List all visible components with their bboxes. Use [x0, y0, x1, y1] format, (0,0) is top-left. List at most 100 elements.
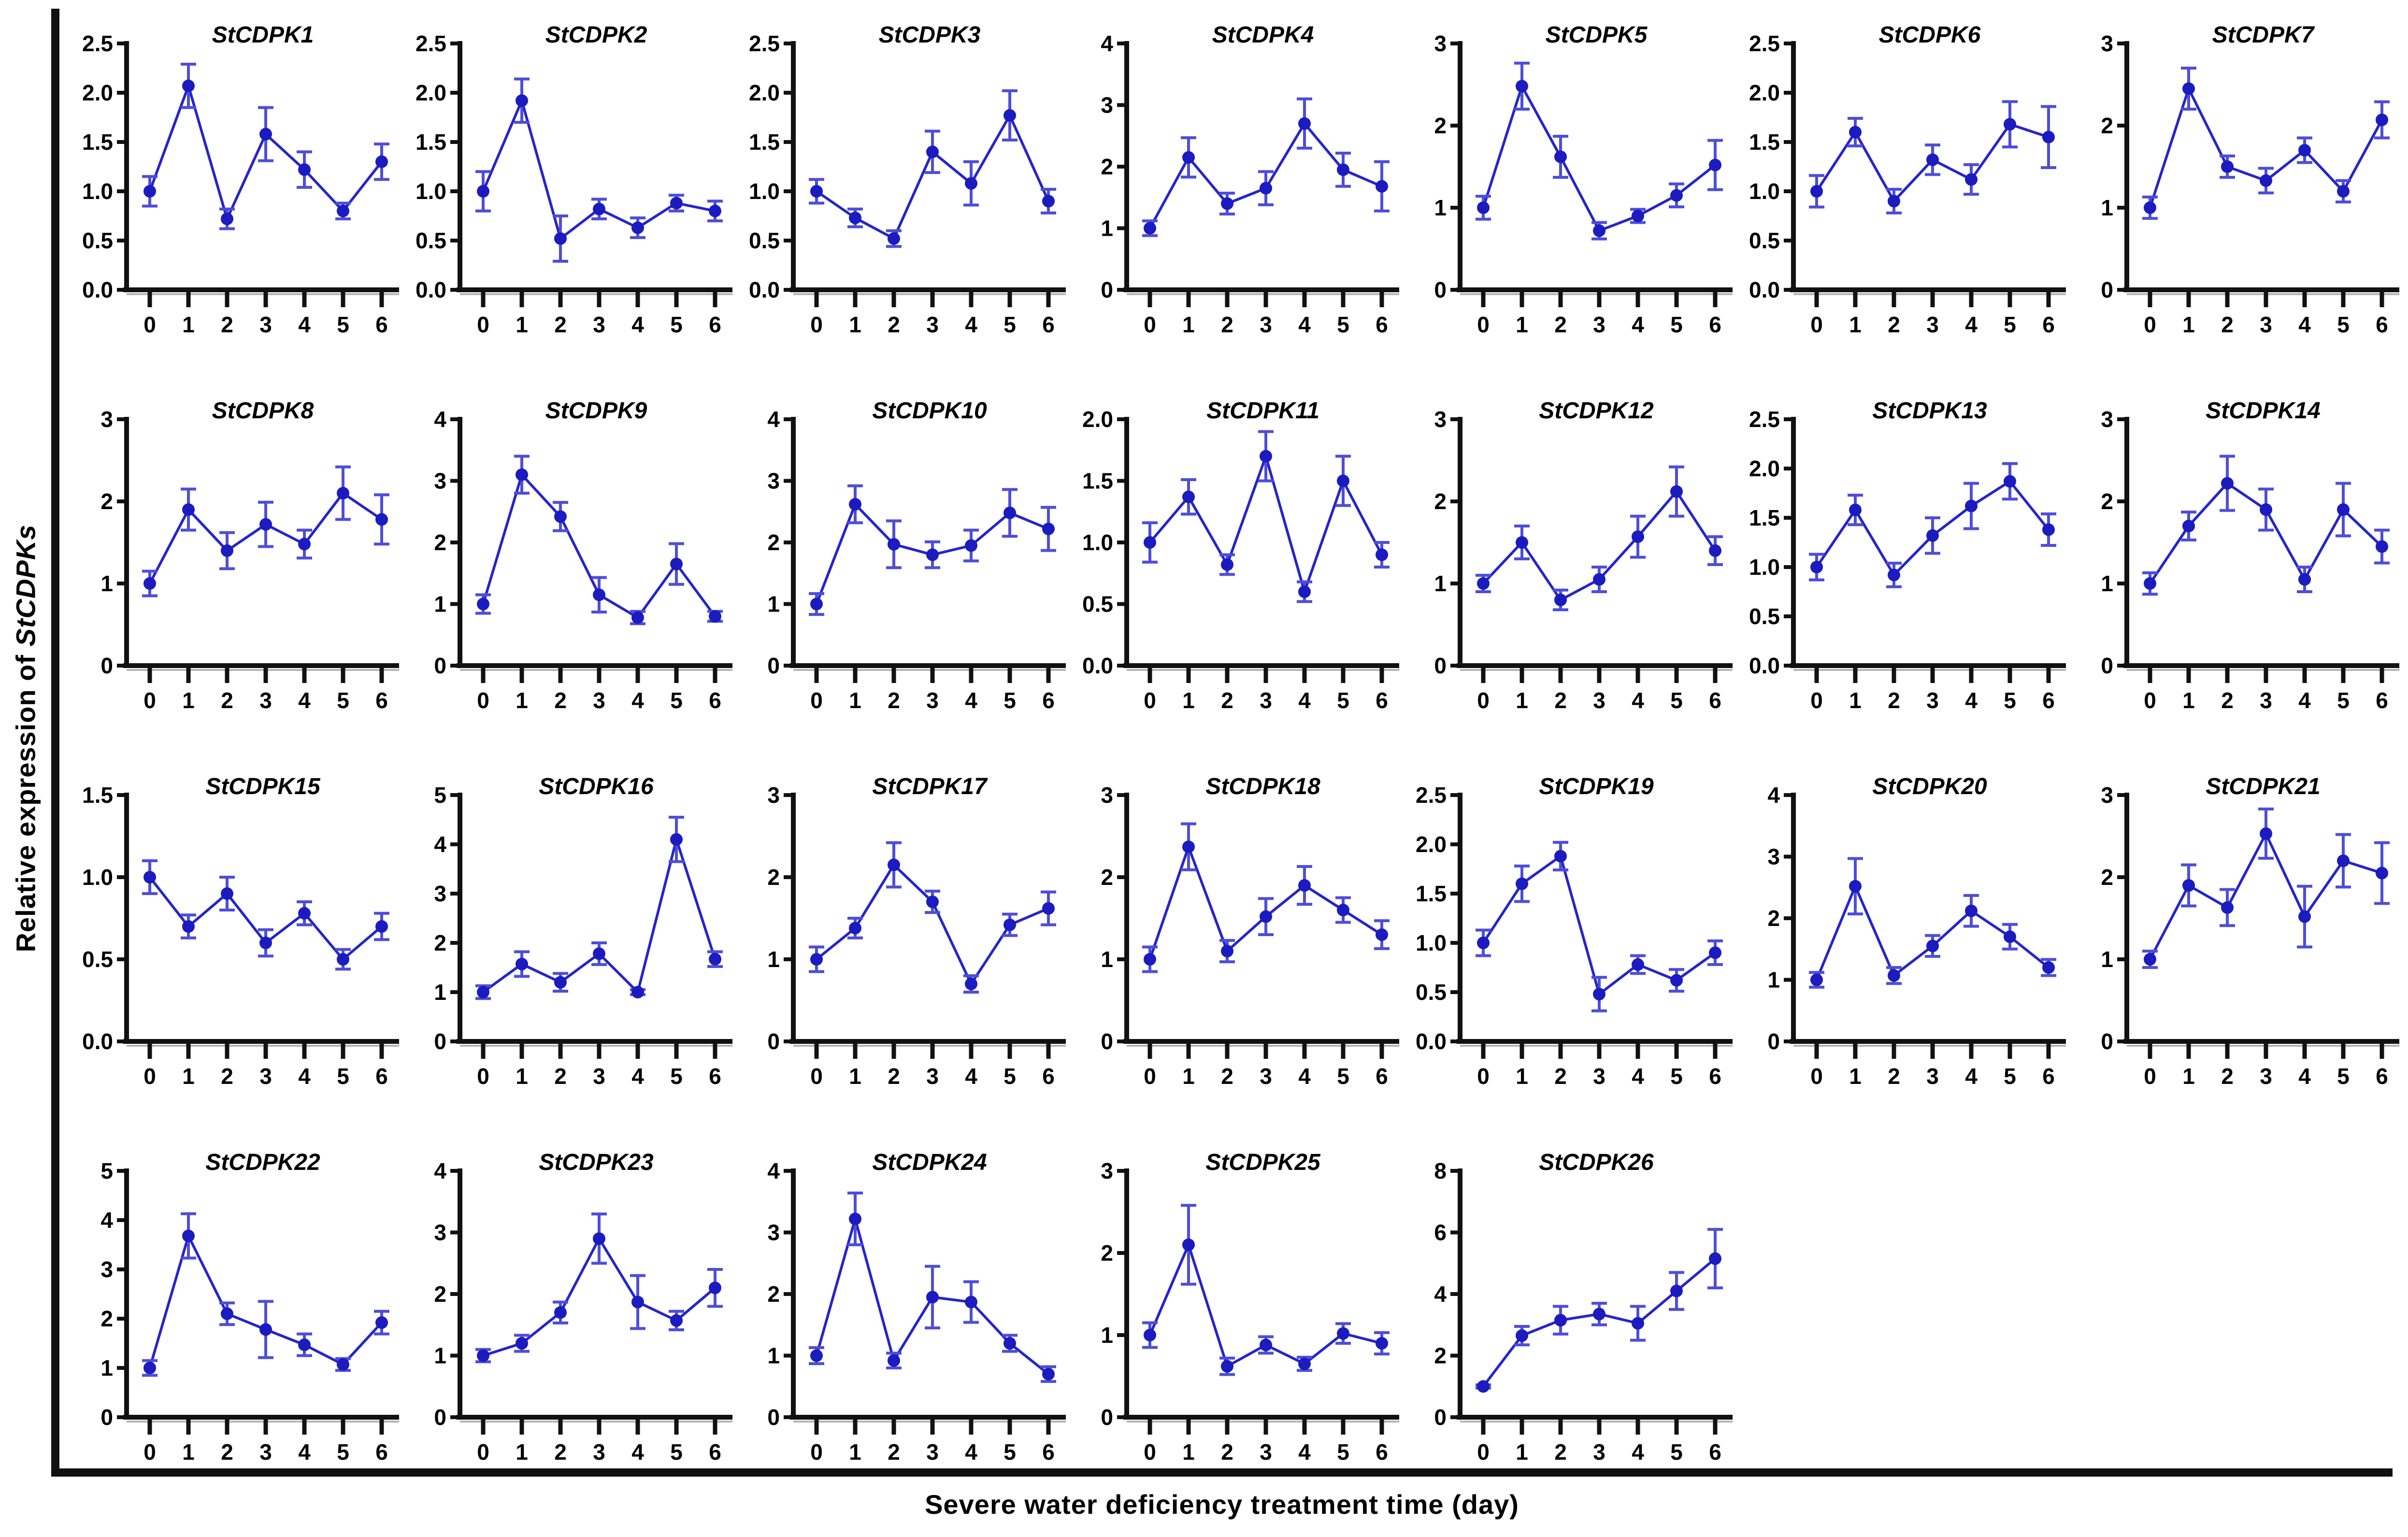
y-tick-label: 0 — [100, 1405, 113, 1430]
x-tick-label: 2 — [221, 1064, 233, 1089]
x-tick-label: 4 — [298, 1439, 311, 1465]
x-tick-label: 1 — [849, 1064, 861, 1089]
data-point — [143, 577, 156, 590]
x-tick-label: 3 — [259, 688, 272, 713]
subplot-grid: 0.0 0.5 1.0 1.5 2.0 2.5 0 1 2 3 4 5 6 StCDPK1 0.0 0.5 1.… — [72, 19, 2408, 1473]
x-tick-label: 0 — [810, 1439, 823, 1465]
x-tick-label: 5 — [1337, 1439, 1349, 1465]
subplot-stcdpk24: 0 1 2 3 4 0 1 2 3 4 5 6 StCDPK24 — [739, 1147, 1073, 1466]
x-tick-label: 0 — [477, 1439, 489, 1465]
y-tick-label: 0.0 — [82, 277, 113, 302]
subplot-title: StCDPK14 — [2206, 398, 2320, 424]
y-tick-label: 2.0 — [416, 80, 446, 105]
data-point — [1003, 1337, 1016, 1350]
data-point — [1926, 529, 1939, 542]
y-tick-label: 1.0 — [416, 179, 446, 204]
x-tick-label: 2 — [1554, 1064, 1567, 1089]
data-point — [2260, 503, 2272, 516]
data-point — [1849, 503, 1862, 516]
x-tick-label: 6 — [1709, 688, 1721, 713]
data-point — [554, 232, 567, 245]
data-point — [1144, 953, 1156, 966]
x-tick-label: 6 — [1376, 312, 1388, 337]
data-point — [1376, 548, 1388, 561]
x-tick-label: 4 — [1632, 1439, 1644, 1465]
subplot-title: StCDPK25 — [1205, 1150, 1321, 1175]
y-tick-label: 2 — [767, 865, 780, 890]
x-tick-label: 3 — [259, 1064, 272, 1089]
x-tick-label: 0 — [810, 1064, 823, 1089]
data-point — [143, 185, 156, 198]
x-tick-label: 3 — [259, 312, 272, 337]
data-point — [1182, 840, 1195, 854]
x-tick-label: 2 — [1221, 1439, 1233, 1465]
y-tick-label: 1.0 — [82, 179, 113, 204]
data-point — [849, 1212, 861, 1225]
y-tick-label: 1.0 — [749, 179, 780, 204]
y-tick-label: 0 — [1101, 1029, 1113, 1054]
data-point — [1632, 1317, 1644, 1330]
y-tick-label: 3 — [1434, 407, 1447, 432]
x-tick-label: 0 — [2144, 1064, 2156, 1089]
data-point — [670, 1314, 683, 1327]
x-tick-label: 2 — [1221, 1064, 1233, 1089]
x-tick-label: 5 — [2337, 1064, 2350, 1089]
data-point — [2221, 477, 2234, 490]
data-point — [888, 858, 900, 871]
y-tick-label: 1.5 — [416, 129, 446, 155]
x-tick-label: 4 — [965, 1064, 977, 1089]
x-tick-label: 3 — [2260, 688, 2272, 713]
x-tick-label: 5 — [1337, 312, 1349, 337]
x-tick-label: 5 — [670, 1064, 683, 1089]
x-tick-label: 3 — [926, 688, 939, 713]
data-point — [849, 922, 861, 935]
x-tick-label: 3 — [593, 1064, 605, 1089]
y-tick-label: 2.5 — [749, 31, 780, 56]
subplot-stcdpk17: 0 1 2 3 0 1 2 3 4 5 6 StCDPK17 — [739, 771, 1073, 1090]
x-tick-label: 6 — [1709, 312, 1721, 337]
x-tick-label: 0 — [1810, 688, 1823, 713]
x-tick-label: 0 — [143, 688, 156, 713]
y-tick-label: 0 — [2101, 653, 2113, 678]
data-point — [516, 94, 528, 107]
y-tick-label: 0 — [767, 1405, 780, 1430]
data-point — [1144, 536, 1156, 549]
y-tick-label: 6 — [1434, 1220, 1447, 1245]
y-tick-label: 1 — [767, 947, 780, 972]
data-point — [1221, 197, 1233, 210]
x-tick-label: 0 — [810, 312, 823, 337]
x-tick-label: 6 — [375, 1064, 388, 1089]
x-tick-label: 2 — [221, 312, 233, 337]
x-tick-label: 1 — [182, 1439, 195, 1465]
x-tick-label: 2 — [1554, 1439, 1567, 1465]
y-tick-label: 2 — [2101, 113, 2113, 138]
data-point — [2004, 930, 2016, 943]
y-tick-label: 2.5 — [416, 31, 446, 56]
data-point — [516, 1337, 528, 1350]
y-tick-label: 0.0 — [416, 277, 446, 302]
x-tick-label: 4 — [1632, 312, 1644, 337]
data-point — [2298, 573, 2311, 586]
x-tick-label: 6 — [375, 688, 388, 713]
data-point — [298, 538, 311, 551]
data-point — [1477, 937, 1490, 949]
data-point — [965, 539, 977, 552]
x-tick-label: 3 — [926, 1064, 939, 1089]
data-point — [1849, 880, 1862, 893]
data-point — [337, 1358, 349, 1371]
x-tick-label: 3 — [1260, 688, 1272, 713]
x-tick-label: 1 — [182, 312, 195, 337]
data-point — [1965, 499, 1978, 512]
subplot-title: StCDPK16 — [539, 774, 654, 799]
y-tick-label: 1.5 — [1416, 881, 1447, 906]
x-axis-label-text: Severe water deficiency treatment time (… — [925, 1489, 1519, 1520]
data-point — [477, 986, 489, 998]
x-tick-label: 3 — [1260, 1064, 1272, 1089]
y-tick-label: 0 — [2101, 1029, 2113, 1054]
data-point — [2182, 520, 2195, 532]
y-tick-label: 2.0 — [1416, 832, 1447, 857]
data-point — [593, 202, 605, 215]
y-tick-label: 3 — [767, 1220, 780, 1245]
x-tick-label: 2 — [221, 1439, 233, 1465]
data-point — [1810, 973, 1823, 986]
